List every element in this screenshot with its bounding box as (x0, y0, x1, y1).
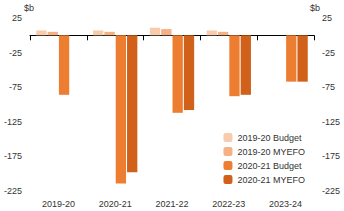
svg-text:2021-22: 2021-22 (155, 199, 188, 209)
svg-text:$b: $b (24, 3, 34, 13)
svg-text:-125: -125 (4, 117, 22, 127)
svg-text:$b: $b (310, 3, 320, 13)
svg-text:2020-21: 2020-21 (99, 199, 132, 209)
svg-text:-175: -175 (322, 151, 340, 161)
svg-text:-75: -75 (9, 82, 22, 92)
svg-text:-225: -225 (4, 186, 22, 196)
svg-text:2019-20: 2019-20 (42, 199, 75, 209)
svg-text:2023-24: 2023-24 (269, 199, 302, 209)
svg-text:2020-21 MYEFO: 2020-21 MYEFO (237, 175, 305, 185)
svg-text:2019-20 MYEFO: 2019-20 MYEFO (237, 147, 305, 157)
svg-text:-75: -75 (322, 82, 335, 92)
svg-text:-25: -25 (9, 48, 22, 58)
svg-text:-25: -25 (322, 48, 335, 58)
svg-text:-225: -225 (322, 186, 340, 196)
svg-text:25: 25 (322, 13, 332, 23)
svg-text:2019-20 Budget: 2019-20 Budget (237, 133, 302, 143)
svg-text:2020-21 Budget: 2020-21 Budget (237, 161, 302, 171)
svg-text:-125: -125 (322, 117, 340, 127)
svg-text:-175: -175 (4, 151, 22, 161)
svg-text:25: 25 (12, 13, 22, 23)
svg-text:2022-23: 2022-23 (212, 199, 245, 209)
